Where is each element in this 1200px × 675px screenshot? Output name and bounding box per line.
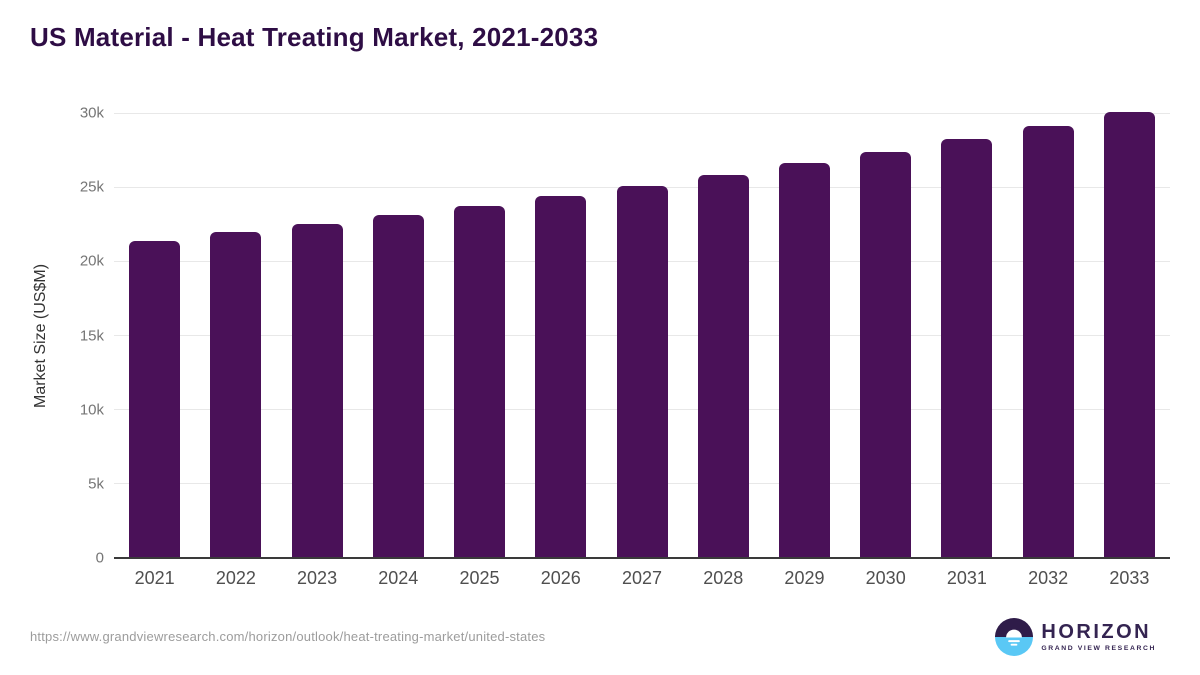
bar-2023: [291, 223, 343, 558]
x-tick-label-2028: 2028: [703, 568, 744, 588]
source-url: https://www.grandviewresearch.com/horizo…: [30, 629, 546, 644]
x-tick-label-2024: 2024: [378, 568, 419, 588]
bar-2022: [210, 232, 262, 558]
x-tick-label-2021: 2021: [134, 568, 175, 588]
bar-2027: [616, 186, 668, 558]
y-tick-label-15k: 15k: [79, 327, 104, 344]
bar-2028: [697, 175, 749, 558]
x-tick-label-2029: 2029: [784, 568, 825, 588]
bar-2024: [372, 214, 424, 558]
x-tick-label-2030: 2030: [865, 568, 906, 588]
y-tick-label-0: 0: [95, 549, 104, 567]
y-axis-tick-labels: 0 5k 10k 15k 20k 25k 30k: [0, 105, 104, 567]
bar-2030: [860, 151, 912, 558]
y-tick-label-5k: 5k: [88, 475, 104, 493]
plot-area: [114, 111, 1170, 559]
y-tick-label-20k: 20k: [79, 252, 104, 270]
x-tick-label-2027: 2027: [621, 568, 663, 588]
horizon-sun-icon: [995, 618, 1034, 656]
x-tick-label-2023: 2023: [297, 568, 338, 588]
x-tick-label-2022: 2022: [215, 568, 256, 588]
logo-subtitle: GRAND VIEW RESEARCH: [1041, 645, 1156, 652]
bar-2032: [1022, 125, 1074, 558]
x-axis-baseline: [114, 557, 1170, 559]
logo-name: HORIZON: [1041, 621, 1152, 643]
y-tick-label-10k: 10k: [79, 401, 104, 419]
y-tick-label-25k: 25k: [79, 178, 104, 196]
bar-2025: [454, 206, 506, 558]
bar-2021: [129, 240, 181, 558]
bar-2033: [1103, 111, 1155, 558]
bar-2031: [941, 138, 993, 558]
chart-title: US Material - Heat Treating Market, 2021…: [30, 22, 599, 52]
horizon-logo: HORIZON GRAND VIEW RESEARCH: [995, 618, 1156, 656]
x-tick-label-2033: 2033: [1109, 568, 1150, 588]
x-tick-label-2026: 2026: [540, 568, 581, 588]
x-tick-label-2025: 2025: [459, 568, 500, 588]
logo-text-block: HORIZON GRAND VIEW RESEARCH: [1041, 621, 1156, 653]
gridline-30k: [114, 112, 1170, 114]
y-tick-label-30k: 30k: [79, 104, 104, 122]
x-tick-label-2032: 2032: [1028, 568, 1069, 588]
bar-2029: [778, 163, 830, 558]
x-axis-tick-labels: 2021 2022 2023 2024 2025 2026 2027 2028 2029 2030…: [114, 568, 1170, 592]
x-tick-label-2031: 2031: [946, 568, 987, 588]
bar-2026: [535, 196, 587, 558]
